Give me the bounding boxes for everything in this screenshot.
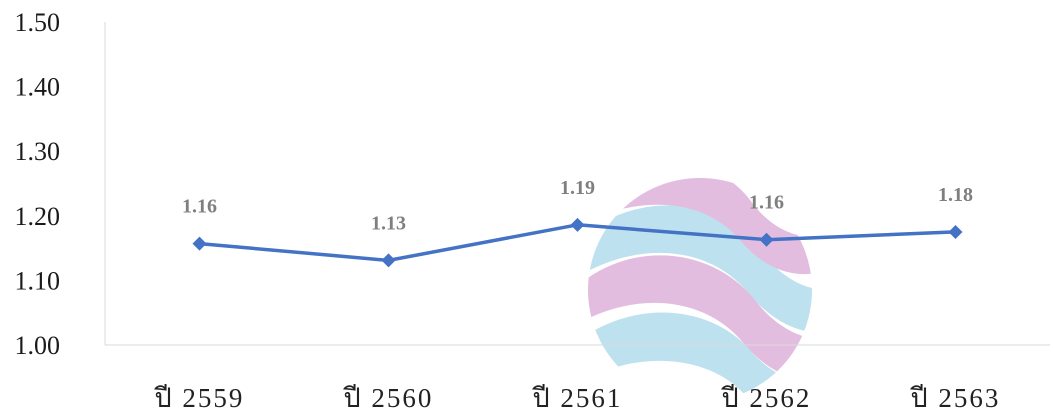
- y-tick-label: 1.20: [15, 202, 61, 231]
- data-point-marker: [948, 224, 963, 239]
- data-point-marker: [381, 253, 396, 268]
- data-point-marker: [192, 236, 207, 251]
- y-tick-labels: 1.50 1.40 1.30 1.20 1.10 1.00: [15, 8, 61, 360]
- watermark-band-purple-2: [600, 178, 812, 275]
- y-tick-label: 1.50: [15, 8, 61, 37]
- x-tick-label: ปี 2561: [532, 383, 622, 413]
- x-tick-label: ปี 2563: [910, 383, 1000, 413]
- x-tick-label: ปี 2560: [343, 383, 433, 413]
- x-tick-labels: ปี 2559 ปี 2560 ปี 2561 ปี 2562 ปี 2563: [154, 383, 1000, 413]
- data-label: 1.13: [371, 212, 406, 234]
- data-label: 1.16: [749, 192, 784, 214]
- x-tick-label: ปี 2559: [154, 383, 244, 413]
- y-tick-label: 1.10: [15, 266, 61, 295]
- data-point-marker: [570, 217, 585, 232]
- chart-axes: [104, 22, 1050, 346]
- series-line-group: [192, 217, 963, 268]
- data-label: 1.18: [938, 184, 973, 206]
- data-label: 1.16: [182, 196, 217, 218]
- data-labels: 1.16 1.13 1.19 1.16 1.18: [182, 177, 973, 235]
- watermark-band-blue-1: [590, 205, 812, 333]
- data-point-marker: [759, 232, 774, 247]
- data-label: 1.19: [560, 177, 595, 199]
- y-tick-label: 1.00: [15, 331, 61, 360]
- x-tick-label: ปี 2562: [721, 383, 811, 413]
- watermark-band-purple-1: [588, 255, 812, 383]
- y-tick-label: 1.30: [15, 137, 61, 166]
- y-tick-label: 1.40: [15, 73, 61, 102]
- watermark-logo: [588, 178, 812, 402]
